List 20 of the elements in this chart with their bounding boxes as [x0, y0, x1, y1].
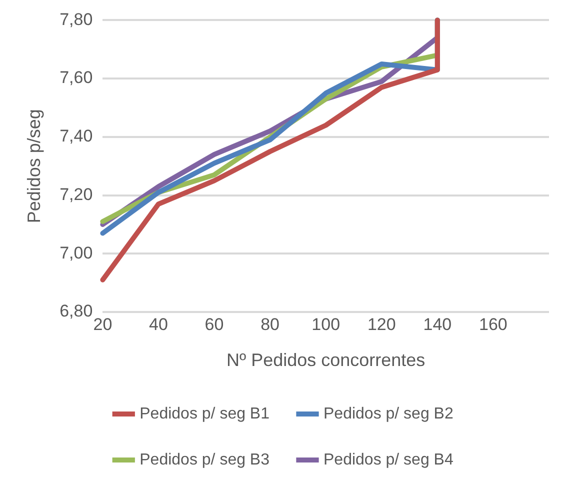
y-tick-label: 7,80 — [60, 10, 93, 29]
legend-label: Pedidos p/ seg B2 — [324, 405, 454, 422]
x-tick-label: 40 — [149, 314, 168, 334]
y-tick-label: 7,00 — [60, 243, 93, 262]
x-tick-label: 100 — [312, 314, 340, 334]
x-tick-label: 120 — [367, 314, 396, 334]
x-tick-label: 20 — [93, 314, 112, 334]
x-axis-title: Nº Pedidos concorrentes — [226, 350, 426, 370]
y-axis-title: Pedidos p/seg — [24, 109, 44, 224]
x-tick-label: 140 — [423, 314, 452, 334]
y-tick-label: 7,40 — [60, 126, 93, 146]
legend-label: Pedidos p/ seg B4 — [324, 451, 454, 468]
y-tick-label: 7,60 — [60, 68, 93, 88]
legend-label: Pedidos p/ seg B3 — [140, 451, 270, 468]
x-tick-label: 80 — [260, 314, 280, 334]
y-tick-label: 7,20 — [60, 184, 93, 204]
y-tick-label: 6,80 — [60, 302, 93, 321]
x-tick-label: 60 — [204, 314, 224, 334]
x-tick-label: 160 — [479, 314, 508, 334]
legend-label: Pedidos p/ seg B1 — [140, 405, 270, 422]
